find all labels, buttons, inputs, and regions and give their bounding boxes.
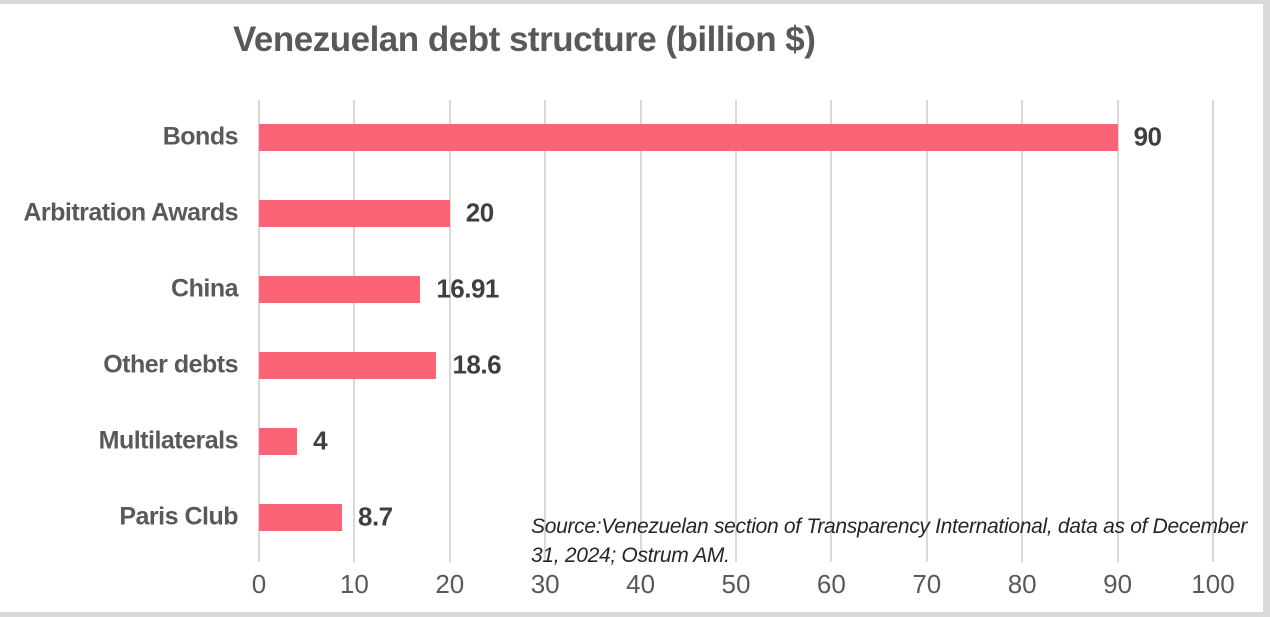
gridline-40 — [639, 100, 642, 562]
bar-bonds — [259, 123, 1118, 151]
bar-china — [259, 275, 421, 303]
gridline-60 — [830, 100, 833, 562]
gridline-50 — [735, 100, 737, 562]
gridline-10 — [353, 100, 356, 562]
category-axis: Bonds Arbitration Awards China Other debts M… — [0, 100, 238, 562]
x-tick-label-30: 30 — [530, 569, 560, 599]
gridline-80 — [1021, 100, 1024, 562]
category-label-china: China — [171, 274, 238, 303]
gridline-30 — [544, 100, 547, 562]
x-tick-label-100: 100 — [1191, 569, 1235, 599]
bar-multilaterals — [259, 427, 298, 455]
frame-strip-bottom — [0, 612, 1270, 617]
plot-area: 90 20 16.91 18.6 4 8.7 — [258, 100, 1262, 562]
x-tick-label-40: 40 — [626, 569, 656, 599]
gridline-0 — [258, 100, 260, 562]
x-tick-label-70: 70 — [912, 569, 942, 599]
value-label-other-debts: 18.6 — [452, 349, 502, 380]
category-label-bonds: Bonds — [162, 122, 239, 151]
source-note: Source:Venezuelan section of Transparenc… — [531, 515, 1248, 567]
x-tick-label-60: 60 — [816, 569, 846, 599]
category-label-arbitration-awards: Arbitration Awards — [23, 198, 238, 227]
x-tick-label-50: 50 — [721, 569, 751, 599]
category-label-other-debts: Other debts — [103, 350, 238, 379]
category-label-multilaterals: Multilaterals — [98, 426, 239, 455]
x-tick-label-20: 20 — [435, 569, 465, 599]
value-label-paris-club: 8.7 — [357, 501, 393, 532]
bar-arbitration-awards — [259, 199, 450, 227]
x-axis: 0 10 20 30 40 50 60 70 80 90 100 — [252, 569, 1262, 603]
gridline-90 — [1116, 100, 1119, 562]
frame-strip-top — [0, 0, 1270, 4]
value-label-arbitration-awards: 20 — [465, 197, 494, 228]
x-tick-label-80: 80 — [1007, 569, 1037, 599]
x-tick-label-90: 90 — [1103, 569, 1133, 599]
bar-other-debts — [259, 351, 437, 379]
x-tick-label-10: 10 — [339, 569, 369, 599]
frame-strip-right — [1263, 0, 1270, 617]
x-tick-label-0: 0 — [251, 569, 267, 599]
value-label-multilaterals: 4 — [313, 425, 328, 456]
category-label-paris-club: Paris Club — [119, 502, 238, 531]
bar-paris-club — [259, 503, 342, 531]
value-label-bonds: 90 — [1133, 121, 1162, 152]
value-label-china: 16.91 — [436, 273, 499, 304]
chart-title: Venezuelan debt structure (billion $) — [233, 20, 816, 59]
gridline-20 — [448, 100, 451, 562]
gridline-100 — [1212, 100, 1214, 562]
gridline-70 — [925, 100, 928, 562]
